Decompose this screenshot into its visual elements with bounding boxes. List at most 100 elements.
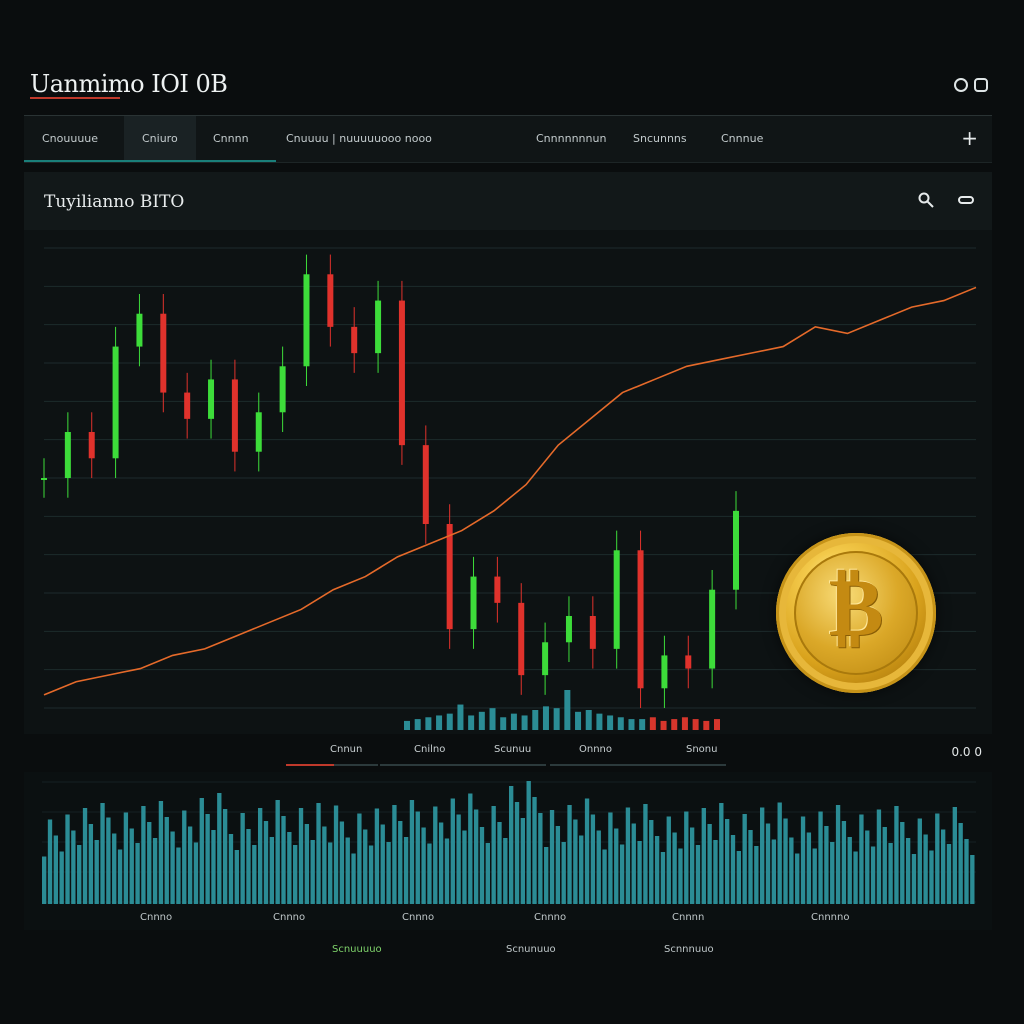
candle — [398, 300, 405, 446]
volume-bar — [905, 838, 911, 904]
nav-item-1[interactable]: Cnouuuue — [42, 132, 99, 145]
volume-bar — [436, 715, 443, 730]
volume-bar — [82, 808, 88, 904]
volume-bar — [457, 704, 464, 730]
timeframe-item[interactable]: Snonu — [686, 744, 718, 755]
timeframe-item[interactable]: Onnno — [579, 744, 613, 755]
volume-bar — [446, 713, 453, 730]
footer-tab[interactable]: Scnunuuo — [506, 944, 556, 955]
volume-bar — [970, 855, 975, 904]
volume-bar — [894, 806, 899, 904]
volume-bar — [456, 814, 461, 904]
volume-bar — [425, 717, 432, 730]
volume-bar — [479, 827, 485, 904]
volume-bar — [438, 822, 444, 904]
timeframe-item[interactable]: Cnnun — [330, 744, 363, 755]
bitcoin-symbol: ₿ — [828, 559, 884, 655]
candle — [661, 655, 668, 689]
candle — [208, 379, 215, 419]
axis-label: Cnnno — [534, 912, 567, 923]
trend-line — [43, 286, 977, 696]
volume-panel[interactable] — [24, 772, 992, 930]
candle — [136, 313, 143, 347]
candle — [375, 300, 382, 354]
volume-bar — [841, 821, 847, 904]
volume-bar — [748, 830, 753, 904]
volume-bar — [660, 852, 666, 904]
volume-bar — [205, 814, 210, 904]
candle — [565, 616, 572, 643]
volume-bar — [584, 798, 590, 904]
volume-bar — [386, 842, 391, 904]
volume-bar — [88, 824, 94, 904]
nav-item-4[interactable]: Cnuuuu | nuuuuuooo nooo — [286, 132, 432, 145]
volume-bar — [421, 827, 426, 904]
bitcoin-coin-icon: ₿ — [776, 533, 936, 693]
active-nav-underline — [24, 160, 276, 162]
volume-bar — [187, 826, 193, 904]
price-chart[interactable] — [24, 230, 992, 734]
nav-item-6[interactable]: Sncunnns — [633, 132, 687, 145]
volume-bar — [917, 818, 922, 904]
volume-bar — [328, 842, 333, 904]
volume-bar — [701, 808, 706, 904]
footer-tab[interactable]: Scnnnuuo — [664, 944, 714, 955]
volume-bar — [555, 826, 561, 904]
volume-bar — [59, 851, 64, 904]
add-icon[interactable]: + — [961, 126, 978, 150]
candle — [231, 379, 238, 452]
volume-bar — [135, 843, 140, 904]
volume-bar — [935, 813, 940, 904]
candle — [255, 412, 262, 452]
nav-item-5[interactable]: Cnnnnnnnun — [536, 132, 607, 145]
candle — [422, 445, 429, 524]
footer-tab[interactable]: Scnuuuuo — [332, 944, 382, 955]
volume-chart[interactable] — [24, 772, 992, 908]
price-chart-panel[interactable]: ₿ — [24, 230, 992, 734]
volume-bar — [526, 781, 531, 904]
volume-bar — [152, 838, 158, 904]
volume-bar — [170, 831, 175, 904]
volume-bar — [509, 786, 514, 904]
link-icon[interactable] — [958, 192, 974, 208]
volume-bar — [689, 827, 695, 904]
volume-bar — [117, 849, 123, 904]
volume-bar — [672, 832, 677, 904]
volume-bar — [100, 803, 105, 904]
volume-bar — [812, 848, 817, 904]
nav-item-2[interactable]: Cniuro — [124, 116, 196, 162]
timeframe-item[interactable]: Scunuu — [494, 744, 532, 755]
volume-bar — [240, 813, 245, 904]
volume-bar — [596, 830, 601, 904]
timeframe-divider — [380, 764, 546, 766]
volume-bar — [403, 837, 409, 904]
volume-bar — [42, 856, 47, 904]
volume-bar — [911, 854, 917, 904]
volume-bar — [824, 826, 829, 904]
candle — [637, 550, 644, 689]
timeframe-item[interactable]: Cnilno — [414, 744, 446, 755]
volume-bar — [649, 820, 654, 904]
search-icon[interactable] — [918, 192, 934, 208]
volume-bar — [275, 800, 280, 904]
clock-icon[interactable] — [954, 78, 968, 92]
candle — [303, 274, 310, 367]
timeframe-controls[interactable]: 0.0 0 — [951, 745, 982, 759]
volume-bar — [228, 834, 234, 904]
volume-bar — [544, 847, 549, 904]
volume-bar — [211, 830, 216, 904]
volume-bar — [521, 715, 528, 730]
bottom-axis-labels: Cnnno Cnnno Cnnno Cnnno Cnnnn Cnnnno — [24, 912, 992, 932]
volume-bar — [351, 853, 356, 904]
volume-bar — [619, 844, 625, 904]
volume-bar — [532, 797, 537, 904]
volume-bar — [176, 847, 181, 904]
axis-label: Cnnnn — [672, 912, 705, 923]
volume-bar — [730, 835, 736, 904]
nav-item-7[interactable]: Cnnnue — [721, 132, 764, 145]
nav-item-3[interactable]: Cnnnn — [213, 132, 249, 145]
volume-bar — [414, 719, 421, 730]
volume-bar — [333, 805, 339, 904]
volume-bar — [575, 711, 582, 730]
chat-icon[interactable] — [974, 78, 988, 92]
